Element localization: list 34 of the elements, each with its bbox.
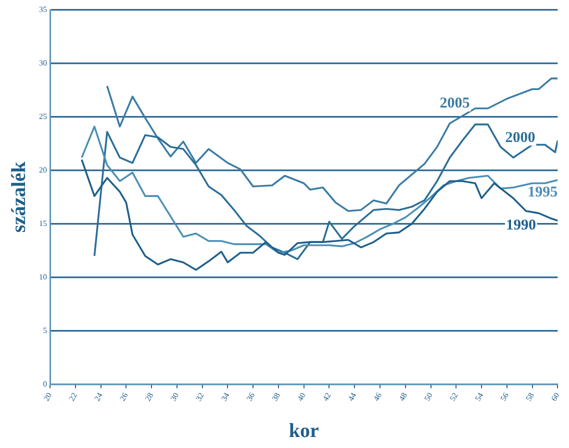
x-tick-label: 36 bbox=[244, 391, 257, 403]
y-axis-title: százalék bbox=[8, 160, 30, 233]
x-tick-label: 50 bbox=[422, 391, 434, 403]
y-tick-label: 10 bbox=[39, 272, 47, 282]
x-tick-label: 40 bbox=[296, 391, 308, 403]
x-axis-title: kor bbox=[288, 420, 319, 442]
x-tick-label: 24 bbox=[92, 391, 104, 403]
series-label: 2000 bbox=[505, 130, 536, 146]
x-tick-label: 46 bbox=[372, 391, 384, 403]
x-tick-label: 42 bbox=[320, 391, 333, 403]
x-tick-label: 60 bbox=[549, 391, 562, 403]
x-tick-label: 38 bbox=[270, 391, 282, 403]
y-tick-label: 15 bbox=[39, 218, 47, 228]
y-tick-label: 5 bbox=[43, 326, 47, 335]
y-tick-label: 35 bbox=[39, 5, 47, 14]
y-tick-label: 25 bbox=[39, 112, 47, 122]
y-tick-label: 30 bbox=[39, 58, 47, 68]
series-label: 1990 bbox=[506, 217, 536, 234]
x-tick-label: 48 bbox=[397, 391, 409, 403]
series-label: 1995 bbox=[528, 184, 558, 200]
x-tick-label: 34 bbox=[219, 391, 232, 403]
x-tick-label: 26 bbox=[118, 391, 130, 403]
x-tick-label: 28 bbox=[143, 391, 156, 403]
x-tick-label: 52 bbox=[448, 391, 460, 403]
y-tick-label: 20 bbox=[39, 165, 47, 174]
y-tick-label: 0 bbox=[43, 379, 47, 388]
x-tick-label: 30 bbox=[168, 391, 180, 403]
x-tick-label: 32 bbox=[194, 391, 206, 403]
x-tick-label: 56 bbox=[498, 391, 510, 403]
x-tick-label: 58 bbox=[524, 391, 536, 403]
x-tick-label: 44 bbox=[346, 391, 358, 403]
series-label: 2005 bbox=[440, 96, 470, 112]
x-tick-label: 22 bbox=[67, 391, 79, 403]
x-tick-label: 54 bbox=[473, 391, 486, 403]
